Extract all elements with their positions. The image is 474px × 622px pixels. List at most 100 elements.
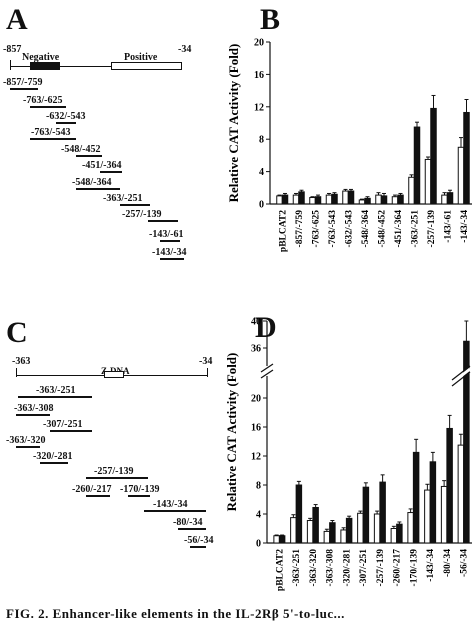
fragment-label: -363/-308 [14,403,54,414]
fragment-bar [16,446,40,448]
fragment-label: -143/-61 [149,229,184,240]
map-a-right-label: -34 [178,44,192,55]
map-c-left-label: -363 [12,356,31,367]
y-tick-label: 40 [251,317,261,328]
x-tick-label: -320/-281 [342,549,352,587]
bar-break-mark [451,365,471,381]
negative-region-box [30,62,60,70]
fragment-bar [30,106,66,108]
negative-label: Negative [22,52,60,63]
bar [429,461,437,544]
fragment-bar [30,138,76,140]
x-tick-label: pBLCAT2 [278,210,288,252]
fragment-bar [100,171,122,173]
bar [407,512,414,544]
fragment-bar [178,528,206,530]
bar [412,451,420,544]
fragment-bar [160,240,180,242]
x-tick-label: -548/-364 [361,210,371,248]
x-tick-label: -363/-320 [309,549,319,587]
x-tick-label: -143/-61 [443,210,453,243]
fragment-label: -363/-251 [36,385,76,396]
fragment-label: -763/-543 [31,127,71,138]
bar [457,444,465,544]
fragment-bar [86,495,110,497]
axis-break-gap [262,366,274,376]
y-tick-label: 0 [256,539,261,550]
bar [273,535,280,544]
fragment-label: -257/-139 [94,466,134,477]
bar [373,513,381,544]
fragment-bar [148,220,178,222]
zdna-box [104,371,124,378]
panel-a-letter: A [6,3,28,36]
panel-c-letter: C [6,316,28,349]
bar-break-gap [451,367,471,385]
x-tick-label: -363/-251 [292,549,302,587]
map-c-right-tick [207,368,208,377]
y-axis-label: Relative CAT Activity (Fold) [226,44,241,203]
bar [306,520,314,544]
fragment-bar [160,258,184,260]
y-tick-label: 12 [254,102,264,113]
fragment-label: -143/-34 [152,247,187,258]
fragment-label: -170/-139 [120,484,160,495]
fragment-bar [144,510,206,512]
x-tick-label: -632/-543 [344,210,354,248]
panel-b-letter: B [260,3,281,36]
fragment-bar [50,430,92,432]
x-tick-label: -56/-34 [460,549,470,577]
x-tick-label: -170/-139 [409,549,419,587]
x-tick-label: -857/-759 [295,210,305,248]
fragment-bar [128,495,150,497]
fragment-bar [10,88,38,90]
map-a-line [10,66,182,67]
x-tick-label: -451/-364 [394,210,404,248]
x-tick-label: -763/-625 [311,210,321,248]
y-tick-label: 12 [251,452,261,463]
x-tick-label: -80/-34 [443,549,453,577]
x-tick-label: -260/-217 [393,549,403,587]
positive-region-box [111,62,182,70]
fragment-label: -451/-364 [82,160,122,171]
fragment-bar [18,396,92,398]
x-tick-label: -307/-251 [359,549,369,587]
bar [379,481,386,544]
fragment-bar [40,462,68,464]
fragment-bar [76,155,102,157]
x-tick-label: -143/-34 [426,549,436,582]
fragment-bar [190,546,206,548]
bar [295,484,303,544]
x-tick-label: -548/-452 [377,210,387,248]
fragment-label: -80/-34 [173,517,203,528]
y-tick-label: 36 [251,344,261,355]
fragment-label: -548/-364 [72,177,112,188]
x-tick-label: -257/-139 [376,549,386,587]
fragment-label: -307/-251 [43,419,83,430]
y-tick-label: 8 [256,481,261,492]
axis-break-mark [260,369,274,379]
bar [446,427,453,544]
bar [345,517,353,544]
bar [390,528,398,544]
y-tick-label: 16 [254,70,264,81]
fragment-label: -56/-34 [184,535,214,546]
y-tick-label: 8 [259,135,264,146]
fragment-label: -143/-34 [153,499,188,510]
bar [362,486,370,544]
bar [357,512,364,544]
fragment-bar [120,204,150,206]
map-c-right-label: -34 [199,356,213,367]
fragment-label: -260/-217 [72,484,112,495]
axis-break-mark [260,363,274,373]
fragment-label: -763/-625 [23,95,63,106]
bar [323,530,331,544]
fragment-bar [16,414,50,416]
bar [278,535,286,544]
bar [329,522,336,544]
x-tick-label: -257/-139 [427,210,437,248]
fragment-bar [56,122,76,124]
x-tick-label: -363/-251 [410,210,420,248]
